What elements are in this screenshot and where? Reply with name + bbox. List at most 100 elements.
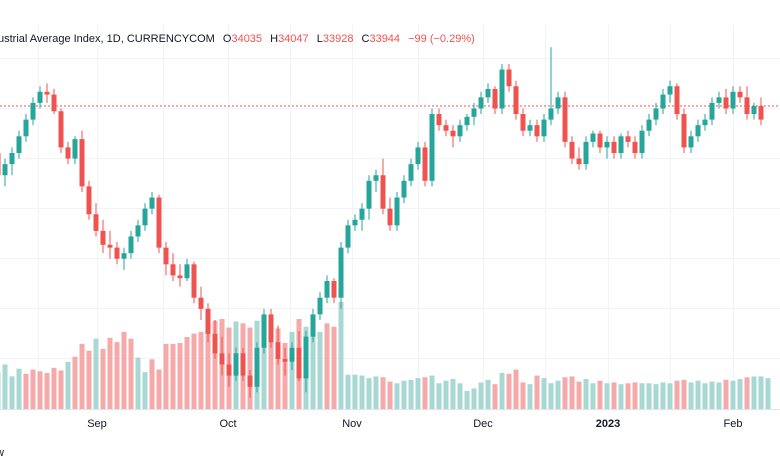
volume-bar bbox=[541, 378, 547, 409]
candle-body bbox=[107, 244, 113, 248]
volume-bar bbox=[177, 343, 183, 409]
volume-bar bbox=[450, 379, 456, 409]
candle-body bbox=[625, 136, 631, 142]
volume-bar bbox=[506, 373, 512, 409]
candle bbox=[436, 108, 442, 131]
candle bbox=[548, 47, 554, 126]
volume-bar bbox=[548, 383, 554, 409]
volume-bar bbox=[646, 383, 652, 409]
candle-body bbox=[422, 147, 428, 181]
candle-body bbox=[198, 297, 204, 309]
candle-body bbox=[744, 97, 750, 115]
volume-bar bbox=[653, 384, 659, 409]
candle bbox=[0, 153, 1, 176]
candle-body bbox=[86, 186, 92, 215]
candle bbox=[359, 203, 365, 231]
candle bbox=[569, 136, 575, 165]
candle-body bbox=[562, 97, 568, 142]
candle-body bbox=[128, 236, 134, 254]
volume-bar bbox=[86, 350, 92, 409]
candle bbox=[352, 214, 358, 231]
candle bbox=[639, 125, 645, 159]
volume-bar bbox=[401, 380, 407, 409]
candle bbox=[324, 275, 330, 304]
candle bbox=[226, 353, 232, 387]
candle bbox=[429, 108, 435, 187]
candle-body bbox=[65, 147, 71, 159]
candle bbox=[142, 203, 148, 231]
volume-bar bbox=[436, 383, 442, 409]
volume-bar bbox=[44, 373, 50, 409]
candle bbox=[212, 319, 218, 359]
candle bbox=[37, 86, 43, 109]
volume-bar bbox=[380, 377, 386, 409]
candle bbox=[478, 91, 484, 115]
candle bbox=[394, 191, 400, 231]
candle-body bbox=[429, 114, 435, 181]
volume-bar bbox=[716, 382, 722, 409]
volume-bar bbox=[429, 375, 435, 409]
candle bbox=[128, 230, 134, 259]
volume-bar bbox=[457, 383, 463, 409]
volume-bar bbox=[331, 326, 337, 409]
volume-bar bbox=[289, 331, 295, 409]
volume-bar bbox=[366, 378, 372, 409]
volume-bar bbox=[142, 372, 148, 409]
volume-bar bbox=[107, 337, 113, 409]
candle bbox=[723, 89, 729, 115]
candle-body bbox=[730, 91, 736, 109]
volume-bar bbox=[751, 376, 757, 409]
candle bbox=[471, 102, 477, 126]
volume-bar bbox=[520, 382, 526, 409]
candle-body bbox=[170, 264, 176, 276]
volume-bar bbox=[261, 333, 267, 409]
candle bbox=[72, 136, 78, 165]
candle bbox=[296, 331, 302, 382]
volume-bar bbox=[352, 374, 358, 409]
volume-bar bbox=[2, 364, 8, 409]
candle bbox=[135, 219, 141, 243]
candle-body bbox=[443, 125, 449, 131]
candle-body bbox=[352, 219, 358, 226]
candle bbox=[709, 97, 715, 126]
candle-body bbox=[506, 69, 512, 87]
candle-body bbox=[261, 314, 267, 348]
volume-bar bbox=[758, 376, 764, 409]
volume-bar bbox=[744, 377, 750, 409]
candle bbox=[114, 242, 120, 265]
candle-body bbox=[177, 275, 183, 279]
candle bbox=[443, 119, 449, 137]
volume-bar bbox=[121, 331, 127, 409]
candle bbox=[121, 247, 127, 270]
candle bbox=[317, 292, 323, 320]
candle-body bbox=[660, 94, 666, 109]
candle bbox=[401, 175, 407, 204]
volume-bar bbox=[198, 331, 204, 409]
volume-bar bbox=[688, 382, 694, 409]
candle-body bbox=[604, 141, 610, 148]
candle bbox=[310, 308, 316, 343]
candle-body bbox=[597, 133, 603, 148]
candle-body bbox=[618, 136, 624, 153]
candle bbox=[667, 80, 673, 103]
candle-body bbox=[499, 69, 505, 109]
candle bbox=[219, 336, 225, 376]
volume-bar bbox=[464, 391, 470, 409]
volume-bar bbox=[527, 384, 533, 409]
candle-body bbox=[688, 136, 694, 148]
candle bbox=[681, 108, 687, 153]
x-axis-tick-labels: Sep Oct Nov Dec 2023 Feb bbox=[87, 418, 742, 430]
candle bbox=[513, 80, 519, 120]
volume-bar bbox=[100, 349, 106, 409]
volume-bar bbox=[499, 373, 505, 409]
candle-body bbox=[233, 353, 239, 376]
candle-body bbox=[51, 94, 57, 112]
x-tick-label: Oct bbox=[219, 418, 236, 430]
volume-bar bbox=[604, 383, 610, 409]
candle-body bbox=[653, 108, 659, 120]
legend-open-value: 34035 bbox=[231, 33, 263, 45]
candle bbox=[366, 175, 372, 220]
volume-bar bbox=[583, 379, 589, 409]
price-candles bbox=[0, 47, 764, 398]
candle-body bbox=[471, 108, 477, 117]
